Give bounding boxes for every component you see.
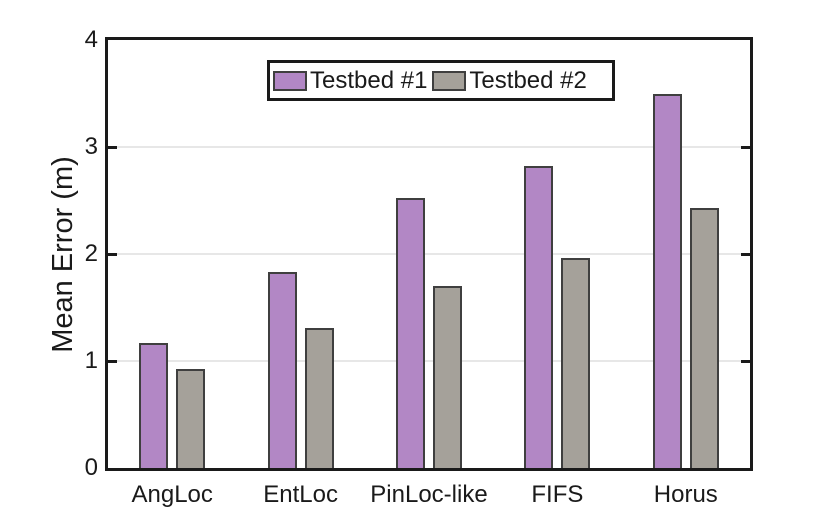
y-tick-mark-left-2 — [108, 252, 117, 256]
y-tick-mark-left-3 — [108, 145, 117, 149]
bar-testbed-2-fifs — [561, 258, 591, 468]
y-tick-mark-right-3 — [741, 145, 750, 149]
bar-testbed-2-pinloc-like — [433, 286, 462, 468]
bar-testbed-1-entloc — [267, 272, 297, 468]
bar-testbed-1-horus — [652, 93, 682, 468]
bar-testbed-1-pinloc-like — [396, 198, 425, 468]
y-tick-label-4: 4 — [84, 26, 98, 53]
plot-area: Testbed #1 Testbed #2 — [105, 37, 753, 471]
bar-testbed-1-fifs — [524, 166, 554, 468]
legend-label-testbed-2: Testbed #2 — [469, 66, 587, 94]
y-tick-label-3: 3 — [84, 133, 98, 160]
legend-entry-testbed-1: Testbed #1 — [273, 67, 427, 95]
gridline-y-3 — [108, 146, 750, 148]
gridline-y-2 — [108, 253, 750, 255]
y-tick-mark-right-2 — [741, 252, 750, 256]
x-tick-label-horus: Horus — [653, 481, 718, 508]
bar-testbed-1-angloc — [139, 342, 169, 468]
bar-testbed-2-angloc — [176, 368, 206, 468]
bar-testbed-2-entloc — [304, 327, 334, 468]
legend-swatch-testbed-2 — [432, 70, 467, 91]
gridline-y-1 — [108, 360, 750, 362]
y-tick-mark-left-1 — [108, 359, 117, 363]
x-tick-label-fifs: FIFS — [531, 481, 584, 508]
x-tick-label-angloc: AngLoc — [131, 481, 213, 508]
y-tick-mark-right-1 — [741, 359, 750, 363]
y-tick-label-1: 1 — [84, 347, 98, 374]
legend-swatch-testbed-1 — [273, 70, 307, 91]
bar-testbed-2-horus — [689, 208, 719, 468]
x-tick-label-pinloc-like: PinLoc-like — [370, 481, 488, 508]
y-tick-label-2: 2 — [84, 240, 98, 267]
legend: Testbed #1 Testbed #2 — [267, 60, 615, 101]
legend-entry-testbed-2: Testbed #2 — [432, 66, 587, 95]
legend-label-testbed-1: Testbed #1 — [310, 66, 428, 94]
x-tick-label-entloc: EntLoc — [263, 481, 338, 508]
y-tick-label-0: 0 — [84, 454, 98, 481]
